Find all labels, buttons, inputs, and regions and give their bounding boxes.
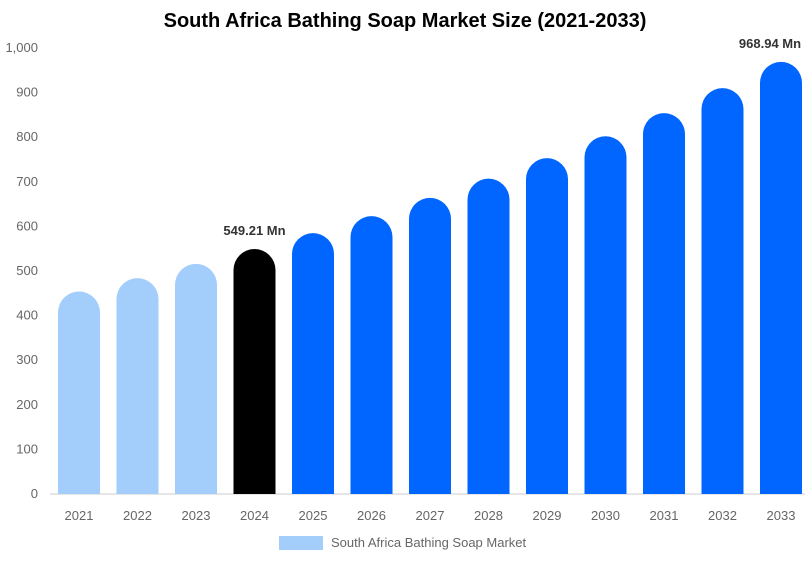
- bar-2030: [584, 136, 627, 495]
- x-tick-label: 2032: [708, 508, 737, 523]
- y-tick-label: 800: [16, 129, 38, 144]
- bar-2028: [467, 178, 510, 494]
- bar-2026: [350, 216, 393, 494]
- x-tick-label: 2027: [416, 508, 445, 523]
- bar-2021: [58, 291, 100, 494]
- y-tick-label: 100: [16, 441, 38, 456]
- x-tick-label: 2030: [591, 508, 620, 523]
- x-tick-label: 2022: [123, 508, 152, 523]
- bar-2022: [116, 278, 159, 494]
- y-tick-label: 200: [16, 397, 38, 412]
- data-label: 549.21 Mn: [223, 223, 285, 238]
- y-tick-label: 1,000: [5, 40, 38, 55]
- y-tick-label: 300: [16, 352, 38, 367]
- bar-2033: [760, 61, 802, 495]
- y-tick-label: 900: [16, 85, 38, 100]
- bar-2023: [175, 263, 217, 494]
- legend-swatch: [279, 535, 323, 550]
- y-tick-label: 500: [16, 263, 38, 278]
- bar-2025: [292, 233, 334, 494]
- legend-label: South Africa Bathing Soap Market: [331, 535, 527, 550]
- x-tick-label: 2023: [182, 508, 211, 523]
- chart-title: South Africa Bathing Soap Market Size (2…: [163, 10, 647, 32]
- legend: South Africa Bathing Soap Market: [279, 535, 526, 550]
- bar-2029: [526, 158, 568, 495]
- x-tick-label: 2028: [474, 508, 503, 523]
- y-tick-label: 700: [16, 174, 38, 189]
- y-tick-label: 0: [31, 486, 38, 501]
- y-tick-label: 600: [16, 218, 38, 233]
- x-tick-label: 2024: [240, 508, 269, 523]
- x-tick-label: 2021: [65, 508, 94, 523]
- bar-2032: [701, 88, 744, 494]
- bar-2027: [409, 197, 451, 494]
- bar-2031: [643, 113, 685, 494]
- x-tick-label: 2026: [357, 508, 386, 523]
- x-tick-label: 2033: [767, 508, 796, 523]
- x-tick-label: 2025: [299, 508, 328, 523]
- x-tick-label: 2031: [650, 508, 679, 523]
- bar-2024: [233, 249, 276, 494]
- data-label: 968.94 Mn: [739, 36, 801, 51]
- x-tick-label: 2029: [533, 508, 562, 523]
- y-tick-label: 400: [16, 308, 38, 323]
